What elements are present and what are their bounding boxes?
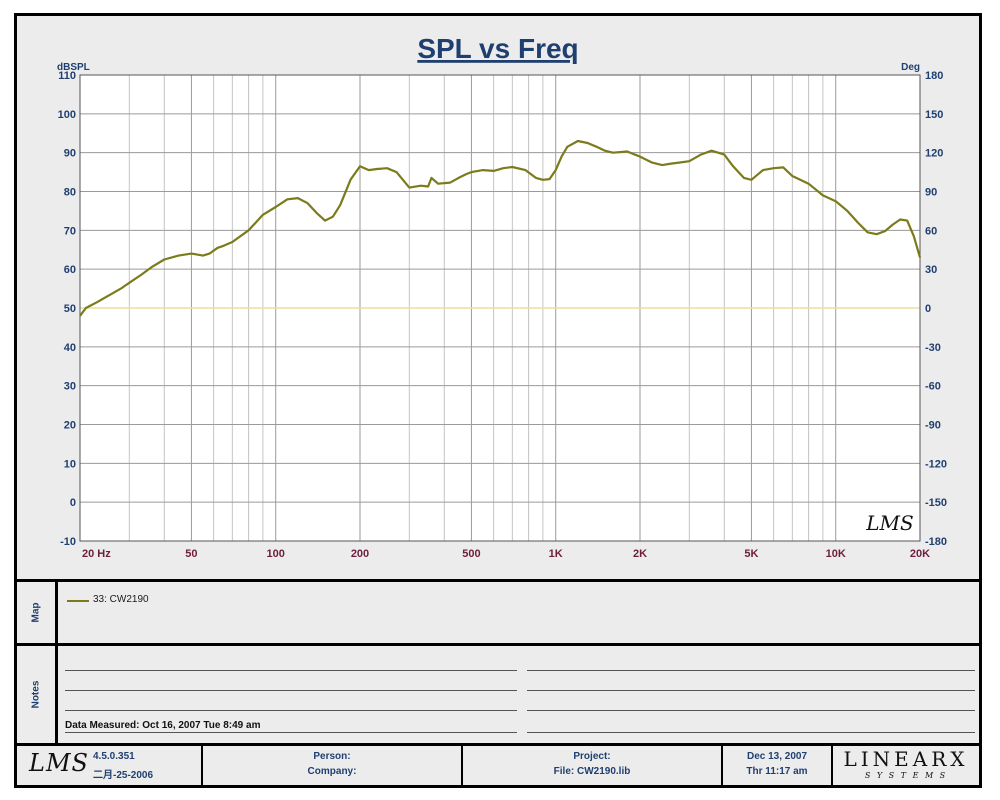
notes-divider: [17, 643, 979, 646]
x-tick-label: 20K: [910, 548, 930, 560]
x-tick-label: 20 Hz: [82, 548, 111, 560]
y-left-tick-label: 0: [70, 497, 76, 509]
x-tick-label: 10K: [826, 548, 846, 560]
y-right-tick-label: 0: [925, 303, 931, 315]
y-right-tick-label: 150: [925, 109, 943, 121]
note-rule: [527, 710, 975, 711]
y-left-tick-label: 90: [64, 148, 76, 160]
x-tick-label: 5K: [744, 548, 758, 560]
map-panel-label: Map: [17, 582, 55, 643]
y-right-tick-label: -30: [925, 342, 941, 354]
print-time: Thr 11:17 am: [746, 766, 808, 777]
project-field: Project:: [573, 751, 611, 762]
y-left-tick-label: 110: [58, 70, 76, 82]
note-rule: [65, 670, 517, 671]
y-right-axis-label: Deg: [901, 62, 920, 73]
lms-logo: LMS: [29, 749, 89, 777]
y-right-tick-label: -90: [925, 420, 941, 432]
y-right-tick-label: -150: [925, 497, 947, 509]
y-left-tick-label: 50: [64, 303, 76, 315]
label-column-divider: [55, 579, 58, 743]
company-field: Company:: [307, 766, 357, 777]
x-tick-label: 2K: [633, 548, 647, 560]
y-left-tick-label: 20: [64, 420, 76, 432]
y-left-axis-label: dBSPL: [57, 62, 90, 73]
map-divider: [17, 579, 979, 582]
note-rule: [65, 690, 517, 691]
footer-col-divider: [831, 746, 833, 785]
legend-entry: 33: CW2190: [93, 594, 149, 605]
y-right-tick-label: 180: [925, 70, 943, 82]
notes-label: Notes: [30, 680, 42, 709]
note-rule: [527, 690, 975, 691]
series-line-cw2190: [79, 139, 922, 317]
x-tick-label: 1K: [549, 548, 563, 560]
x-tick-label: 100: [267, 548, 285, 560]
data-measured: Data Measured: Oct 16, 2007 Tue 8:49 am: [65, 720, 261, 731]
person-field: Person:: [313, 751, 351, 762]
y-left-tick-label: 40: [64, 342, 76, 354]
file-field: File: CW2190.lib: [553, 766, 631, 777]
linearx-brand: LINEARX: [843, 747, 969, 771]
note-rule: [527, 670, 975, 671]
y-right-tick-label: 90: [925, 187, 937, 199]
footer-divider: [17, 743, 979, 746]
print-date: Dec 13, 2007: [746, 751, 808, 762]
y-left-tick-label: 100: [58, 109, 76, 121]
chart-watermark-logo: LMS: [865, 511, 913, 535]
note-rule: [65, 732, 517, 733]
x-tick-label: 200: [351, 548, 369, 560]
map-label: Map: [30, 602, 42, 623]
notes-panel-label: Notes: [17, 646, 55, 743]
footer-col-divider: [461, 746, 463, 785]
chart-title: SPL vs Freq: [417, 33, 578, 64]
y-left-tick-label: 10: [64, 458, 76, 470]
y-left-tick-label: 70: [64, 225, 76, 237]
y-right-tick-label: -180: [925, 536, 947, 548]
footer-col-divider: [201, 746, 203, 785]
note-rule: [65, 710, 517, 711]
y-right-tick-label: 30: [925, 264, 937, 276]
y-right-tick-label: 120: [925, 148, 943, 160]
legend-swatch: [67, 600, 89, 602]
build-date: 二月-25-2006: [93, 770, 154, 781]
software-version: 4.5.0.351: [93, 751, 135, 762]
plot-border: [79, 74, 921, 542]
footer-col-divider: [721, 746, 723, 785]
y-left-tick-label: 60: [64, 264, 76, 276]
y-right-tick-label: -60: [925, 381, 941, 393]
x-tick-label: 50: [185, 548, 197, 560]
report-sheet: SPL vs Freq dBSPL Deg 110 100 90 80 70 60 50 40 30 2…: [14, 13, 982, 788]
y-left-tick-label: -10: [60, 536, 76, 548]
y-right-tick-label: -120: [925, 458, 947, 470]
linearx-brand-sub: S Y S T E M S: [864, 771, 948, 780]
note-rule: [527, 732, 975, 733]
y-left-tick-label: 80: [64, 187, 76, 199]
y-right-tick-label: 60: [925, 225, 937, 237]
y-left-tick-label: 30: [64, 381, 76, 393]
x-tick-label: 500: [462, 548, 480, 560]
